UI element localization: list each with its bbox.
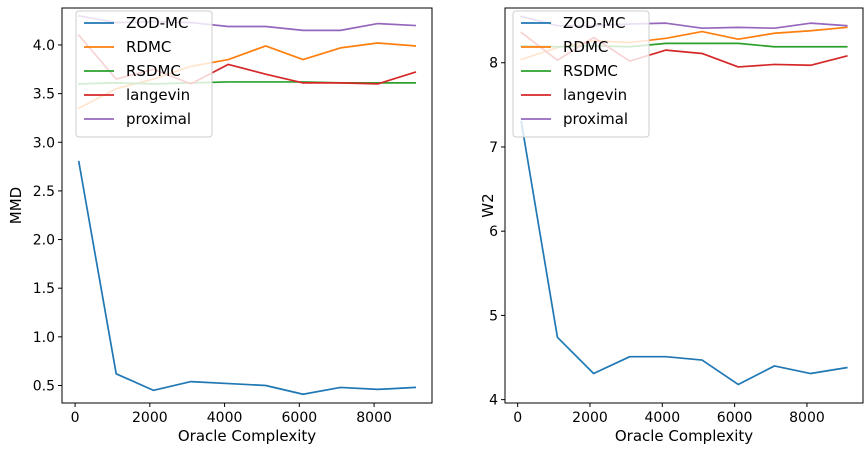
chart-panel-2: 0 2000 4000 6000 8000 4 5 6 7 8 Oracle Complexity W… bbox=[479, 7, 864, 445]
legend-label-rdmc: RDMC bbox=[126, 38, 171, 56]
legend-label-proximal: proximal bbox=[126, 110, 191, 128]
legend-label-proximal: proximal bbox=[563, 110, 628, 128]
y-tick-label: 3.5 bbox=[33, 87, 55, 103]
legend-label-zod-mc: ZOD-MC bbox=[126, 14, 188, 32]
legend: ZOD-MC RDMC RSDMC langevin proximal bbox=[75, 10, 213, 138]
y-tick-label: 5 bbox=[489, 308, 498, 324]
legend-box bbox=[75, 10, 213, 138]
series-line-zod-mc bbox=[520, 120, 848, 386]
x-tick-label: 4000 bbox=[207, 410, 243, 426]
legend-label-zod-mc: ZOD-MC bbox=[563, 14, 625, 32]
x-tick-label: 0 bbox=[71, 410, 80, 426]
y-tick-label: 1.5 bbox=[33, 281, 55, 297]
legend-label-langevin: langevin bbox=[126, 86, 190, 104]
y-tick-label: 3.0 bbox=[33, 135, 55, 151]
y-axis-label: W2 bbox=[479, 193, 497, 217]
legend-box bbox=[512, 10, 650, 138]
y-tick-label: 8 bbox=[489, 56, 498, 72]
x-tick-label: 6000 bbox=[717, 410, 753, 426]
series-line-zod-mc bbox=[77, 160, 417, 396]
y-tick-label: 0.5 bbox=[33, 378, 55, 394]
x-tick-label: 0 bbox=[513, 410, 522, 426]
x-tick-label: 2000 bbox=[132, 410, 168, 426]
legend: ZOD-MC RDMC RSDMC langevin proximal bbox=[512, 10, 650, 138]
legend-label-rdmc: RDMC bbox=[563, 38, 608, 56]
x-tick-label: 6000 bbox=[282, 410, 318, 426]
chart-panel-1: 0 2000 4000 6000 8000 0.5 1.0 1.5 2.0 2.5 3.0 3.5 4.… bbox=[7, 7, 433, 445]
y-tick-label: 2.5 bbox=[33, 184, 55, 200]
y-tick-label: 6 bbox=[489, 224, 498, 240]
x-tick-label: 2000 bbox=[572, 410, 608, 426]
x-axis-label: Oracle Complexity bbox=[615, 427, 753, 445]
plot-frame bbox=[504, 7, 864, 404]
y-tick-label: 4.0 bbox=[33, 38, 55, 54]
legend-label-rsdmc: RSDMC bbox=[563, 62, 618, 80]
legend-label-rsdmc: RSDMC bbox=[126, 62, 181, 80]
y-axis-label: MMD bbox=[7, 187, 25, 224]
y-tick-label: 2.0 bbox=[33, 233, 55, 249]
y-tick-label: 1.0 bbox=[33, 330, 55, 346]
y-tick-label: 4 bbox=[489, 393, 498, 409]
legend-label-langevin: langevin bbox=[563, 86, 627, 104]
x-tick-label: 8000 bbox=[789, 410, 825, 426]
x-tick-label: 8000 bbox=[356, 410, 392, 426]
y-tick-label: 7 bbox=[489, 140, 498, 156]
plot-frame bbox=[61, 7, 433, 404]
x-axis-label: Oracle Complexity bbox=[178, 427, 316, 445]
x-tick-label: 4000 bbox=[644, 410, 680, 426]
